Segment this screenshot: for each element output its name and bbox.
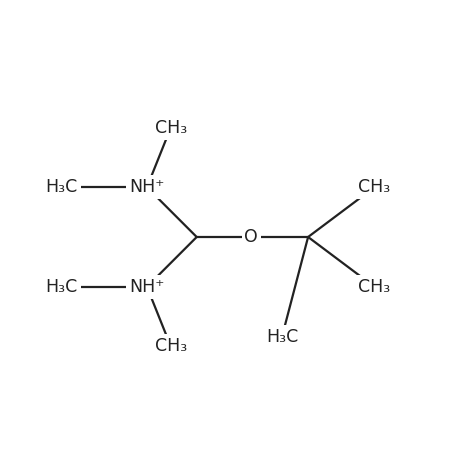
Text: O: O [244,228,258,246]
Text: NH⁺: NH⁺ [129,278,164,296]
Text: CH₃: CH₃ [358,178,391,196]
Text: CH₃: CH₃ [358,278,391,296]
Text: NH⁺: NH⁺ [129,178,164,196]
Text: CH₃: CH₃ [155,337,187,355]
Text: H₃C: H₃C [46,278,78,296]
Text: H₃C: H₃C [46,178,78,196]
Text: H₃C: H₃C [266,328,298,346]
Text: CH₃: CH₃ [155,119,187,137]
